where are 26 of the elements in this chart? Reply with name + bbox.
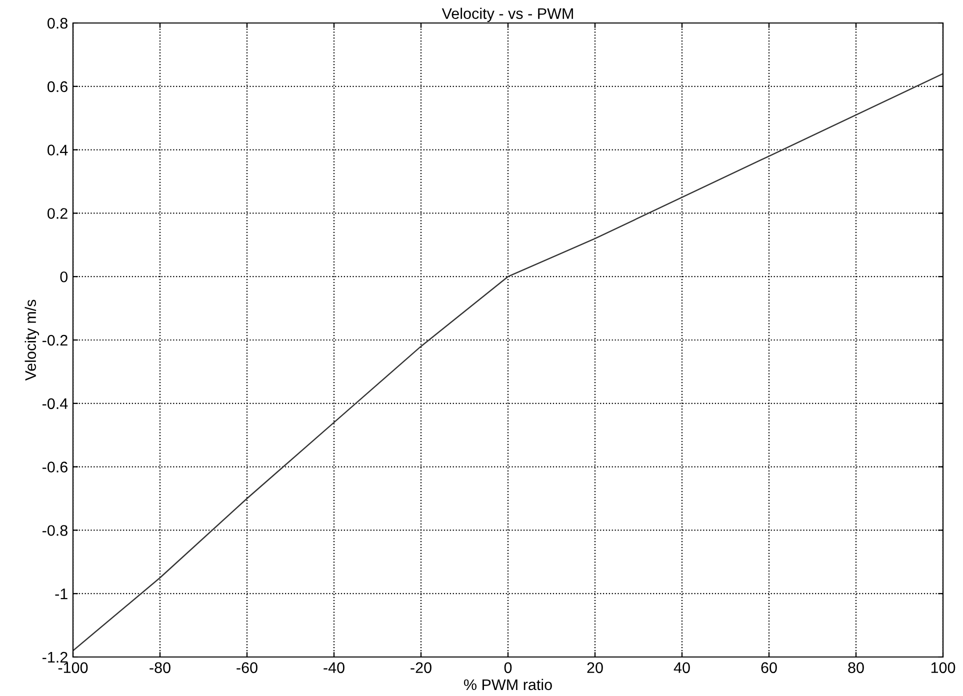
line-series	[73, 73, 943, 652]
y-tick-label: -0.6	[42, 462, 68, 472]
x-tick-label: -60	[236, 662, 258, 674]
x-tick-label: -100	[58, 662, 88, 674]
y-axis-title: Velocity m/s	[24, 300, 40, 381]
x-tick-label: 60	[761, 662, 777, 674]
x-tick-label: 40	[674, 662, 690, 674]
y-tick-label: -0.8	[42, 525, 68, 536]
y-tick-label: -0.4	[42, 398, 68, 410]
y-tick-label: -0.2	[42, 334, 68, 346]
y-tick-label: 0	[60, 271, 68, 282]
chart-title: Velocity - vs - PWM	[442, 8, 573, 22]
x-tick-label: -40	[324, 662, 344, 674]
y-tick-label: -1.2	[42, 652, 68, 663]
y-tick-label: -1	[55, 588, 68, 600]
x-tick-label: 80	[848, 662, 864, 674]
y-tick-label: 0.8	[48, 18, 68, 29]
y-tick-label: 0.4	[48, 144, 68, 156]
x-tick-label: 100	[931, 662, 956, 674]
x-axis-title: % PWM ratio	[464, 678, 552, 690]
x-tick-label: 20	[587, 662, 603, 674]
y-tick-label: 0.2	[48, 208, 68, 219]
y-tick-label: 0.6	[48, 81, 68, 92]
x-tick-label: 0	[504, 662, 512, 674]
x-tick-label: -80	[150, 662, 170, 674]
x-tick-label: -20	[410, 662, 432, 674]
